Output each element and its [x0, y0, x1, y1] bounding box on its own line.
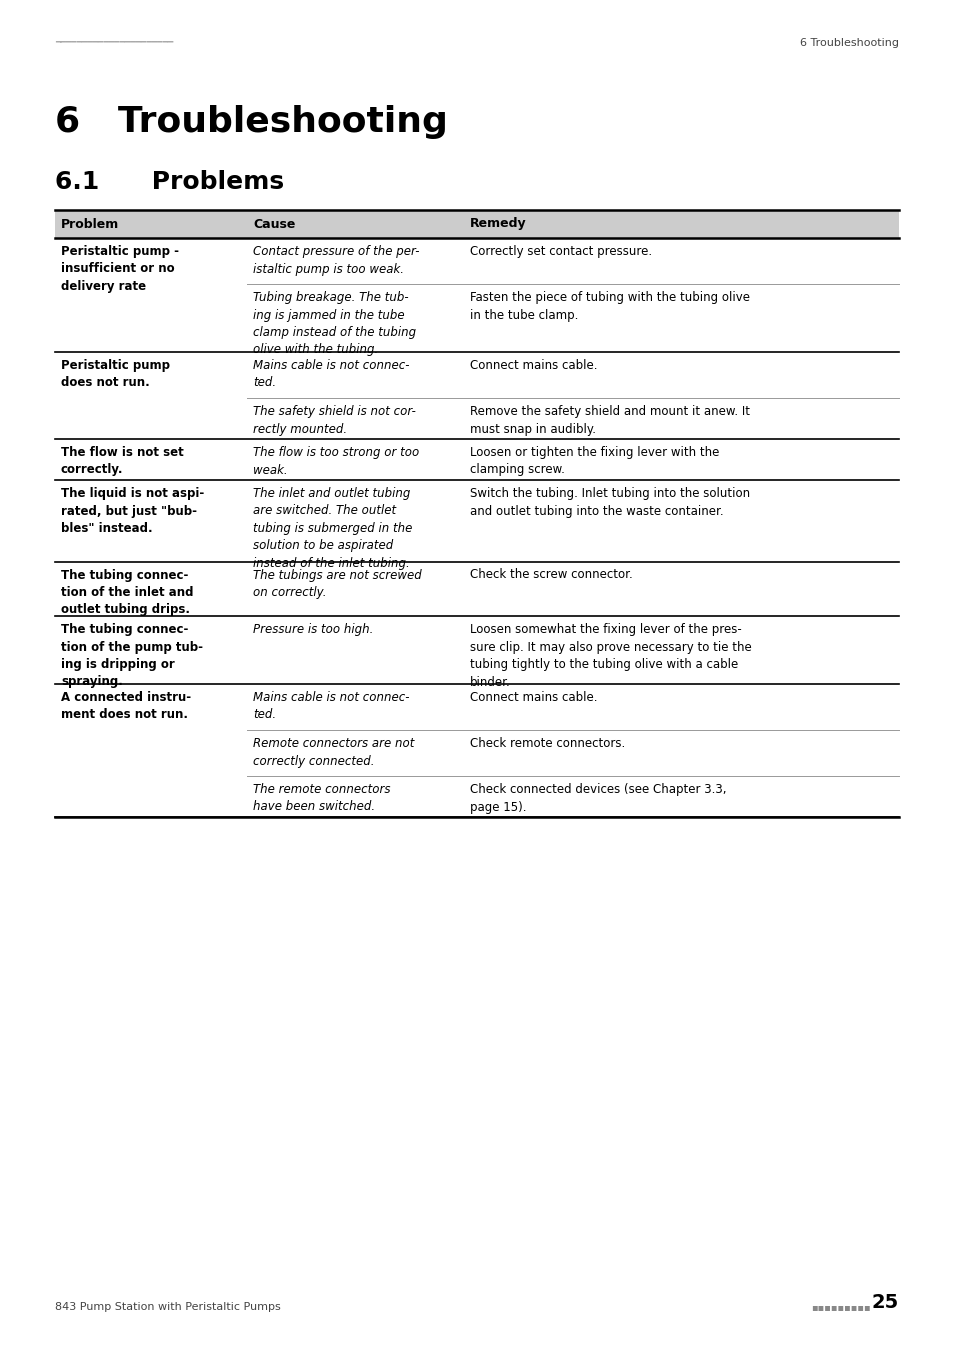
Text: ▪▪▪▪▪▪▪▪▪: ▪▪▪▪▪▪▪▪▪ — [810, 1301, 870, 1312]
Text: 6 Troubleshooting: 6 Troubleshooting — [800, 38, 898, 49]
Text: Fasten the piece of tubing with the tubing olive
in the tube clamp.: Fasten the piece of tubing with the tubi… — [470, 292, 749, 321]
Text: Check remote connectors.: Check remote connectors. — [470, 737, 624, 751]
Text: Switch the tubing. Inlet tubing into the solution
and outlet tubing into the was: Switch the tubing. Inlet tubing into the… — [470, 487, 749, 517]
Text: Problem: Problem — [61, 217, 119, 231]
Text: The remote connectors
have been switched.: The remote connectors have been switched… — [253, 783, 390, 814]
Text: A connected instru-
ment does not run.: A connected instru- ment does not run. — [61, 691, 191, 721]
Text: Correctly set contact pressure.: Correctly set contact pressure. — [470, 244, 652, 258]
Text: The tubings are not screwed
on correctly.: The tubings are not screwed on correctly… — [253, 568, 421, 599]
Text: The flow is not set
correctly.: The flow is not set correctly. — [61, 446, 184, 477]
Text: The liquid is not aspi-
rated, but just "bub-
bles" instead.: The liquid is not aspi- rated, but just … — [61, 487, 204, 535]
Text: Mains cable is not connec-
ted.: Mains cable is not connec- ted. — [253, 691, 409, 721]
Text: The tubing connec-
tion of the inlet and
outlet tubing drips.: The tubing connec- tion of the inlet and… — [61, 568, 193, 617]
Text: The flow is too strong or too
weak.: The flow is too strong or too weak. — [253, 446, 418, 477]
Text: 25: 25 — [871, 1293, 898, 1312]
Text: The tubing connec-
tion of the pump tub-
ing is dripping or
spraying.: The tubing connec- tion of the pump tub-… — [61, 622, 203, 688]
Text: Check the screw connector.: Check the screw connector. — [470, 568, 632, 582]
Text: Remedy: Remedy — [470, 217, 526, 231]
Text: Connect mains cable.: Connect mains cable. — [470, 691, 597, 703]
Text: Remove the safety shield and mount it anew. It
must snap in audibly.: Remove the safety shield and mount it an… — [470, 405, 749, 436]
Text: Contact pressure of the per-
istaltic pump is too weak.: Contact pressure of the per- istaltic pu… — [253, 244, 419, 275]
Text: Cause: Cause — [253, 217, 295, 231]
Text: Loosen or tighten the fixing lever with the
clamping screw.: Loosen or tighten the fixing lever with … — [470, 446, 719, 477]
Text: Peristaltic pump -
insufficient or no
delivery rate: Peristaltic pump - insufficient or no de… — [61, 244, 179, 293]
Text: Loosen somewhat the fixing lever of the pres-
sure clip. It may also prove neces: Loosen somewhat the fixing lever of the … — [470, 622, 751, 688]
Text: The inlet and outlet tubing
are switched. The outlet
tubing is submerged in the
: The inlet and outlet tubing are switched… — [253, 487, 412, 570]
Text: Connect mains cable.: Connect mains cable. — [470, 359, 597, 373]
Text: 6   Troubleshooting: 6 Troubleshooting — [55, 105, 447, 139]
Text: 843 Pump Station with Peristaltic Pumps: 843 Pump Station with Peristaltic Pumps — [55, 1301, 280, 1312]
Text: Remote connectors are not
correctly connected.: Remote connectors are not correctly conn… — [253, 737, 414, 768]
Text: The safety shield is not cor-
rectly mounted.: The safety shield is not cor- rectly mou… — [253, 405, 416, 436]
Text: Check connected devices (see Chapter 3.3,
page 15).: Check connected devices (see Chapter 3.3… — [470, 783, 726, 814]
Text: Peristaltic pump
does not run.: Peristaltic pump does not run. — [61, 359, 170, 390]
Text: Mains cable is not connec-
ted.: Mains cable is not connec- ted. — [253, 359, 409, 390]
Text: Pressure is too high.: Pressure is too high. — [253, 622, 373, 636]
Bar — [55, 211, 898, 238]
Text: Tubing breakage. The tub-
ing is jammed in the tube
clamp instead of the tubing
: Tubing breakage. The tub- ing is jammed … — [253, 292, 416, 356]
Text: 6.1      Problems: 6.1 Problems — [55, 170, 284, 194]
Text: ━━━━━━━━━━━━━━━━━━━━━━: ━━━━━━━━━━━━━━━━━━━━━━ — [55, 38, 173, 47]
